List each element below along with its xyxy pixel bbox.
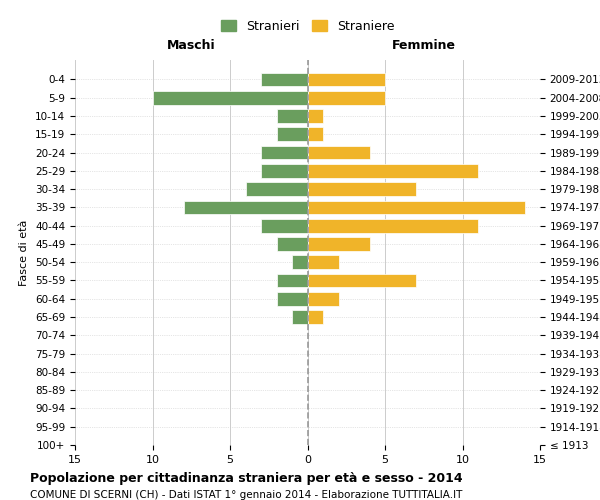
- Text: Femmine: Femmine: [392, 40, 456, 52]
- Legend: Stranieri, Straniere: Stranieri, Straniere: [217, 16, 398, 36]
- Bar: [261, 146, 308, 160]
- Bar: [277, 292, 308, 306]
- Bar: [245, 182, 308, 196]
- Bar: [308, 128, 323, 141]
- Bar: [308, 292, 338, 306]
- Bar: [277, 237, 308, 251]
- Bar: [308, 146, 370, 160]
- Bar: [184, 200, 308, 214]
- Bar: [308, 182, 416, 196]
- Bar: [308, 164, 478, 177]
- Bar: [277, 109, 308, 123]
- Text: Maschi: Maschi: [167, 40, 215, 52]
- Bar: [292, 256, 308, 269]
- Bar: [308, 109, 323, 123]
- Bar: [308, 91, 385, 104]
- Bar: [277, 128, 308, 141]
- Bar: [308, 237, 370, 251]
- Text: COMUNE DI SCERNI (CH) - Dati ISTAT 1° gennaio 2014 - Elaborazione TUTTITALIA.IT: COMUNE DI SCERNI (CH) - Dati ISTAT 1° ge…: [30, 490, 463, 500]
- Bar: [308, 256, 338, 269]
- Bar: [308, 310, 323, 324]
- Y-axis label: Fasce di età: Fasce di età: [19, 220, 29, 286]
- Bar: [277, 274, 308, 287]
- Bar: [308, 72, 385, 86]
- Text: Popolazione per cittadinanza straniera per età e sesso - 2014: Popolazione per cittadinanza straniera p…: [30, 472, 463, 485]
- Bar: [308, 219, 478, 232]
- Bar: [261, 164, 308, 177]
- Bar: [261, 219, 308, 232]
- Bar: [308, 274, 416, 287]
- Bar: [308, 200, 524, 214]
- Bar: [152, 91, 308, 104]
- Bar: [292, 310, 308, 324]
- Bar: [261, 72, 308, 86]
